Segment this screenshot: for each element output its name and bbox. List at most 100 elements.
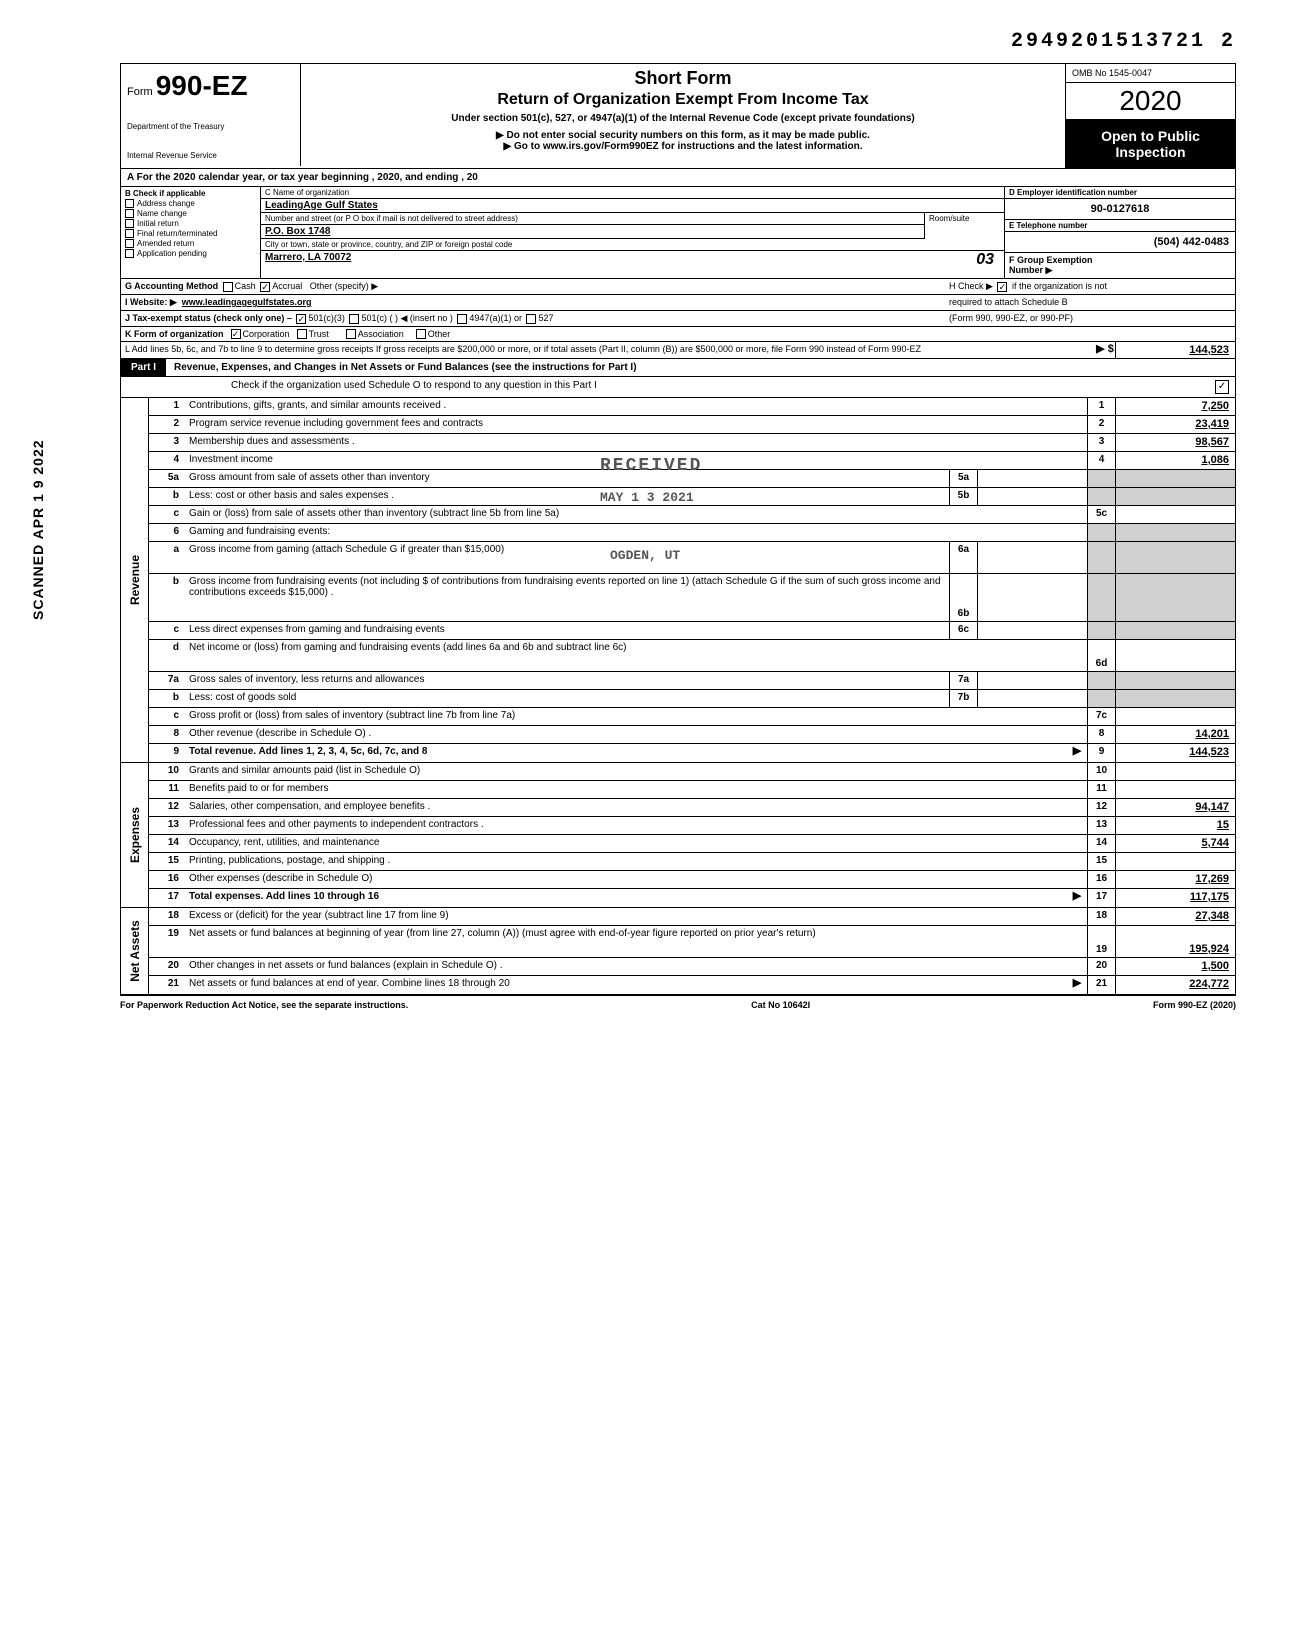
page: SCANNED APR 1 9 2022 2949201513721 2 For… (0, 0, 1296, 1651)
r16-n: 16 (149, 871, 185, 888)
r5b-ml: 5b (949, 488, 977, 505)
chk-name-change[interactable] (125, 209, 134, 218)
city-label: City or town, state or province, country… (261, 239, 1004, 251)
r12-n: 12 (149, 799, 185, 816)
r16-v: 17,269 (1115, 871, 1235, 888)
form-prefix: Form (127, 86, 153, 98)
sched-o-check: Check if the organization used Schedule … (120, 377, 1236, 398)
r3-ln: 3 (1087, 434, 1115, 451)
r19-n: 19 (149, 926, 185, 957)
chk-trust[interactable] (297, 329, 307, 339)
chk-other-k[interactable] (416, 329, 426, 339)
r3-d: Membership dues and assessments . (185, 434, 1087, 451)
section-b: B Check if applicable Address change Nam… (121, 187, 261, 278)
lbl-other-k: Other (428, 329, 451, 339)
r11-ln: 11 (1087, 781, 1115, 798)
line-i-value: www.leadingagegulfstates.org (182, 297, 312, 307)
chk-501c3[interactable] (296, 314, 306, 324)
expenses-label: Expenses (128, 807, 142, 863)
section-b-header: B Check if applicable (125, 189, 256, 198)
r19-ln: 19 (1087, 926, 1115, 957)
chk-final-return[interactable] (125, 229, 134, 238)
r6b-ml: 6b (949, 574, 977, 621)
r6b-d: Gross income from fundraising events (no… (185, 574, 949, 621)
lbl-501c3: 501(c)(3) (308, 313, 345, 323)
r5a-ma (977, 470, 1087, 487)
r6c-d: Less direct expenses from gaming and fun… (185, 622, 949, 639)
street-label: Number and street (or P O box if mail is… (261, 213, 924, 225)
line-i-label: I Website: ▶ (125, 297, 177, 307)
r9-v: 144,523 (1115, 744, 1235, 762)
r20-ln: 20 (1087, 958, 1115, 975)
footer: For Paperwork Reduction Act Notice, see … (120, 995, 1236, 1014)
footer-left: For Paperwork Reduction Act Notice, see … (120, 1000, 408, 1010)
r7c-v (1115, 708, 1235, 725)
chk-501c[interactable] (349, 314, 359, 324)
chk-line-h[interactable] (997, 282, 1007, 292)
chk-4947[interactable] (457, 314, 467, 324)
chk-initial-return[interactable] (125, 219, 134, 228)
r2-d: Program service revenue including govern… (185, 416, 1087, 433)
r5c-d: Gain or (loss) from sale of assets other… (185, 506, 1087, 523)
r11-d: Benefits paid to or for members (185, 781, 1087, 798)
r9-d: Total revenue. Add lines 1, 2, 3, 4, 5c,… (185, 744, 1067, 762)
r10-n: 10 (149, 763, 185, 780)
chk-corp[interactable] (231, 329, 241, 339)
r7a-n: 7a (149, 672, 185, 689)
r2-n: 2 (149, 416, 185, 433)
line-h-text3: required to attach Schedule B (949, 297, 1068, 307)
title-line4: ▶ Do not enter social security numbers o… (309, 130, 1057, 141)
net-assets-label: Net Assets (128, 920, 142, 982)
row-j: J Tax-exempt status (check only one) – 5… (120, 311, 1236, 327)
r5c-n: c (149, 506, 185, 523)
lbl-501c: 501(c) ( (361, 313, 392, 323)
chk-app-pending[interactable] (125, 249, 134, 258)
lbl-4947: 4947(a)(1) or (469, 313, 522, 323)
r12-v: 94,147 (1115, 799, 1235, 816)
chk-cash[interactable] (223, 282, 233, 292)
r7b-n: b (149, 690, 185, 707)
tax-year: 2020 (1119, 85, 1181, 116)
r7a-v (1115, 672, 1235, 689)
org-name-label: C Name of organization (261, 187, 1004, 199)
received-stamp: RECEIVED (600, 456, 702, 476)
r6d-n: d (149, 640, 185, 671)
lbl-other: Other (specify) ▶ (310, 281, 378, 291)
chk-assoc[interactable] (346, 329, 356, 339)
r6a-ma (977, 542, 1087, 573)
chk-sched-o[interactable] (1215, 380, 1229, 394)
r6-ln (1087, 524, 1115, 541)
r3-n: 3 (149, 434, 185, 451)
line-k: K Form of organization Corporation Trust… (120, 327, 1236, 342)
lbl-initial-return: Initial return (137, 219, 179, 228)
chk-amended[interactable] (125, 239, 134, 248)
r7a-d: Gross sales of inventory, less returns a… (185, 672, 949, 689)
lbl-corp: Corporation (243, 329, 290, 339)
omb-cell: OMB No 1545-0047 2020 Open to Public Ins… (1065, 64, 1235, 168)
r7b-v (1115, 690, 1235, 707)
chk-527[interactable] (526, 314, 536, 324)
r6a-ln (1087, 542, 1115, 573)
title-line1: Short Form (309, 68, 1057, 89)
sched-o-text: Check if the organization used Schedule … (231, 380, 1215, 394)
r6c-v (1115, 622, 1235, 639)
r11-n: 11 (149, 781, 185, 798)
chk-address-change[interactable] (125, 199, 134, 208)
r8-d: Other revenue (describe in Schedule O) . (185, 726, 1087, 743)
row-i: I Website: ▶ www.leadingagegulfstates.or… (120, 295, 1236, 311)
chk-accrual[interactable] (260, 282, 270, 292)
r5c-v (1115, 506, 1235, 523)
org-name-value: LeadingAge Gulf States (261, 199, 1004, 213)
r6d-d: Net income or (loss) from gaming and fun… (185, 640, 1087, 671)
room-label: Room/suite (924, 213, 1004, 239)
r16-d: Other expenses (describe in Schedule O) (185, 871, 1087, 888)
r16-ln: 16 (1087, 871, 1115, 888)
r8-v: 14,201 (1115, 726, 1235, 743)
r20-n: 20 (149, 958, 185, 975)
part1-tab: Part I (121, 359, 166, 376)
line-j-label: J Tax-exempt status (check only one) – (125, 313, 292, 323)
tel-label: E Telephone number (1005, 220, 1235, 232)
lbl-501c-b: ) ◀ (insert no ) (395, 313, 453, 323)
r11-v (1115, 781, 1235, 798)
r18-v: 27,348 (1115, 908, 1235, 925)
